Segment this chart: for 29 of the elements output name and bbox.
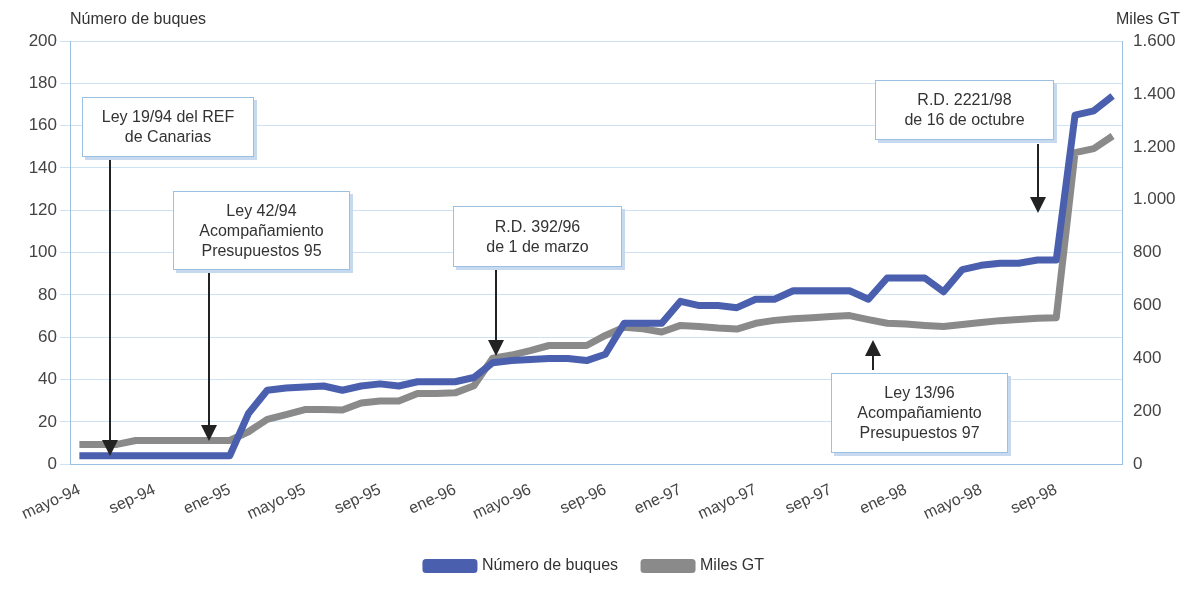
callout-box: Ley 19/94 del REF de Canarias — [82, 97, 254, 157]
callout-box: R.D. 2221/98 de 16 de octubre — [875, 80, 1054, 140]
callout-box: Ley 13/96 Acompañamiento Presupuestos 97 — [831, 373, 1008, 453]
y-tick-label: 0 — [47, 453, 57, 473]
y-tick-label: 60 — [38, 326, 57, 346]
y2-tick-label: 200 — [1133, 401, 1162, 421]
y2-tick-label: 1.200 — [1133, 136, 1176, 156]
y-tick-label: 100 — [28, 242, 57, 262]
callout-box: R.D. 392/96 de 1 de marzo — [453, 206, 622, 267]
y2-tick-label: 600 — [1133, 295, 1162, 315]
y2-tick-label: 800 — [1133, 242, 1162, 262]
y-tick-label: 120 — [28, 200, 57, 219]
y-axis-title: Número de buques — [70, 10, 207, 28]
y2-axis-title: Miles GT — [1116, 10, 1180, 28]
y-tick-label: 160 — [28, 115, 57, 135]
legend-label: Número de buques — [481, 556, 619, 574]
y2-tick-label: 1.400 — [1133, 83, 1176, 103]
y2-tick-label: 1.000 — [1133, 189, 1176, 209]
y-tick-label: 20 — [38, 411, 57, 431]
y2-tick-label: 400 — [1133, 348, 1162, 368]
y-tick-label: 180 — [28, 73, 57, 93]
y-tick-label: 40 — [38, 369, 57, 389]
y-tick-label: 200 — [28, 30, 57, 50]
legend-label: Miles GT — [700, 556, 765, 574]
callout-box: Ley 42/94 Acompañamiento Presupuestos 95 — [173, 191, 350, 270]
y2-tick-label: 0 — [1133, 453, 1143, 473]
y2-tick-label: 1.600 — [1133, 30, 1176, 50]
y-tick-label: 80 — [38, 284, 57, 304]
y-tick-label: 140 — [28, 157, 57, 177]
